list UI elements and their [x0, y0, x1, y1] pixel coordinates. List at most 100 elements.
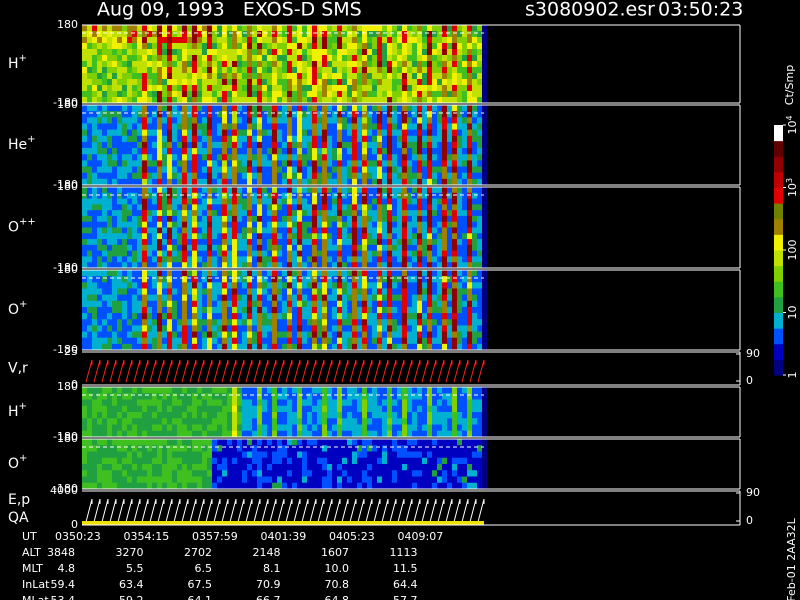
spectrogram-cell — [182, 424, 187, 432]
spectrogram-cell — [142, 85, 147, 92]
spectrogram-cell — [392, 148, 397, 155]
spectrogram-cell — [127, 405, 132, 413]
spectrogram-cell — [427, 160, 432, 168]
spectrogram-cell — [297, 313, 302, 320]
spectrogram-cell — [412, 282, 417, 289]
spectrogram-cell — [102, 276, 107, 283]
spectrogram-cell — [267, 172, 272, 180]
spectrogram-cell — [337, 282, 342, 289]
spectrogram-cell — [407, 166, 412, 174]
spectrogram-cell — [302, 43, 307, 50]
spectrogram-cell — [457, 313, 462, 320]
spectrogram-cell — [297, 399, 302, 407]
spectrogram-cell — [197, 227, 202, 234]
spectrogram-cell — [472, 387, 477, 394]
spectrogram-cell — [362, 192, 367, 200]
spectrogram-cell — [237, 129, 242, 137]
spectrogram-cell — [187, 135, 192, 143]
spectrogram-cell — [467, 256, 472, 263]
spectrogram-cell — [82, 282, 87, 289]
spectrogram-cell — [82, 412, 87, 419]
spectrogram-cell — [122, 111, 127, 118]
spectrogram-cell — [272, 387, 277, 394]
spectrogram-cell — [422, 79, 427, 86]
spectrogram-cell — [217, 256, 222, 263]
spectrogram-cell — [362, 117, 367, 124]
spectrogram-cell — [437, 85, 442, 92]
spectrogram-cell — [467, 313, 472, 320]
spectrogram-cell — [437, 270, 442, 277]
spectrogram-cell — [337, 123, 342, 131]
spectrogram-cell — [467, 123, 472, 131]
spectrogram-cell — [327, 123, 332, 131]
spectrogram-cell — [467, 405, 472, 413]
spectrogram-cell — [332, 141, 337, 149]
spectrogram-cell — [357, 55, 362, 62]
spectrogram-cell — [422, 233, 427, 240]
spectrogram-cell — [317, 55, 322, 62]
spectrogram-cell — [412, 178, 417, 186]
spectrogram-cell — [462, 276, 467, 283]
spectrogram-cell — [257, 37, 262, 44]
spectrogram-cell — [192, 270, 197, 277]
spectrogram-cell — [162, 97, 167, 104]
spectrogram-cell — [402, 129, 407, 137]
spectrogram-cell — [122, 393, 127, 400]
spectrogram-cell — [372, 166, 377, 174]
spectrogram-cell — [322, 25, 327, 32]
y-tick-label: -180 — [53, 261, 78, 274]
spectrogram-cell — [197, 387, 202, 394]
spectrogram-cell — [387, 123, 392, 131]
spectrogram-cell — [342, 239, 347, 246]
spectrogram-cell — [127, 387, 132, 394]
spectrogram-cell — [347, 288, 352, 296]
spectrogram-cell — [397, 227, 402, 234]
spectrogram-cell — [332, 387, 337, 394]
spectrogram-cell — [212, 227, 217, 234]
spectrogram-cell — [262, 135, 267, 143]
spectrogram-cell — [202, 331, 207, 339]
spectrogram-cell — [357, 325, 362, 333]
spectrogram-cell — [297, 154, 302, 161]
spectrogram-cell — [482, 166, 487, 174]
panel-label: V,r — [8, 361, 28, 377]
spectrogram-cell — [82, 129, 87, 137]
spectrogram-cell — [287, 148, 292, 155]
spectrogram-cell — [167, 215, 172, 223]
spectrogram-cell — [377, 210, 382, 217]
spectrogram-cell — [377, 79, 382, 86]
spectrogram-cell — [452, 227, 457, 234]
spectrogram-cell — [132, 43, 137, 50]
spectrogram-cell — [337, 399, 342, 407]
spectrogram-cell — [432, 178, 437, 186]
spectrogram-cell — [317, 244, 322, 252]
spectrogram-cell — [137, 256, 142, 263]
spectrogram-cell — [447, 37, 452, 44]
spectrogram-cell — [427, 393, 432, 400]
spectrogram-cell — [162, 331, 167, 339]
spectrogram-cell — [217, 61, 222, 68]
spectrogram-cell — [192, 111, 197, 118]
spectrogram-cell — [302, 233, 307, 240]
spectrogram-cell — [182, 270, 187, 277]
spectrogram-cell — [337, 313, 342, 320]
spectrogram-cell — [207, 91, 212, 98]
spectrogram-cell — [367, 393, 372, 400]
spectrogram-cell — [162, 221, 167, 228]
spectrogram-cell — [462, 105, 467, 112]
spectrogram-cell — [437, 135, 442, 143]
spectrogram-cell — [377, 244, 382, 252]
spectrogram-cell — [352, 239, 357, 246]
spectrogram-cell — [142, 172, 147, 180]
spectrogram-cell — [472, 215, 477, 223]
spectrogram-cell — [467, 160, 472, 168]
spectrogram-cell — [477, 105, 482, 112]
spectrogram-cell — [297, 25, 302, 32]
spectrogram-cell — [297, 300, 302, 308]
spectrogram-cell — [87, 424, 92, 432]
spectrogram-cell — [302, 73, 307, 80]
spectrogram-cell — [172, 154, 177, 161]
spectrogram-cell — [297, 192, 302, 200]
spectrogram-cell — [97, 198, 102, 205]
spectrogram-cell — [447, 160, 452, 168]
